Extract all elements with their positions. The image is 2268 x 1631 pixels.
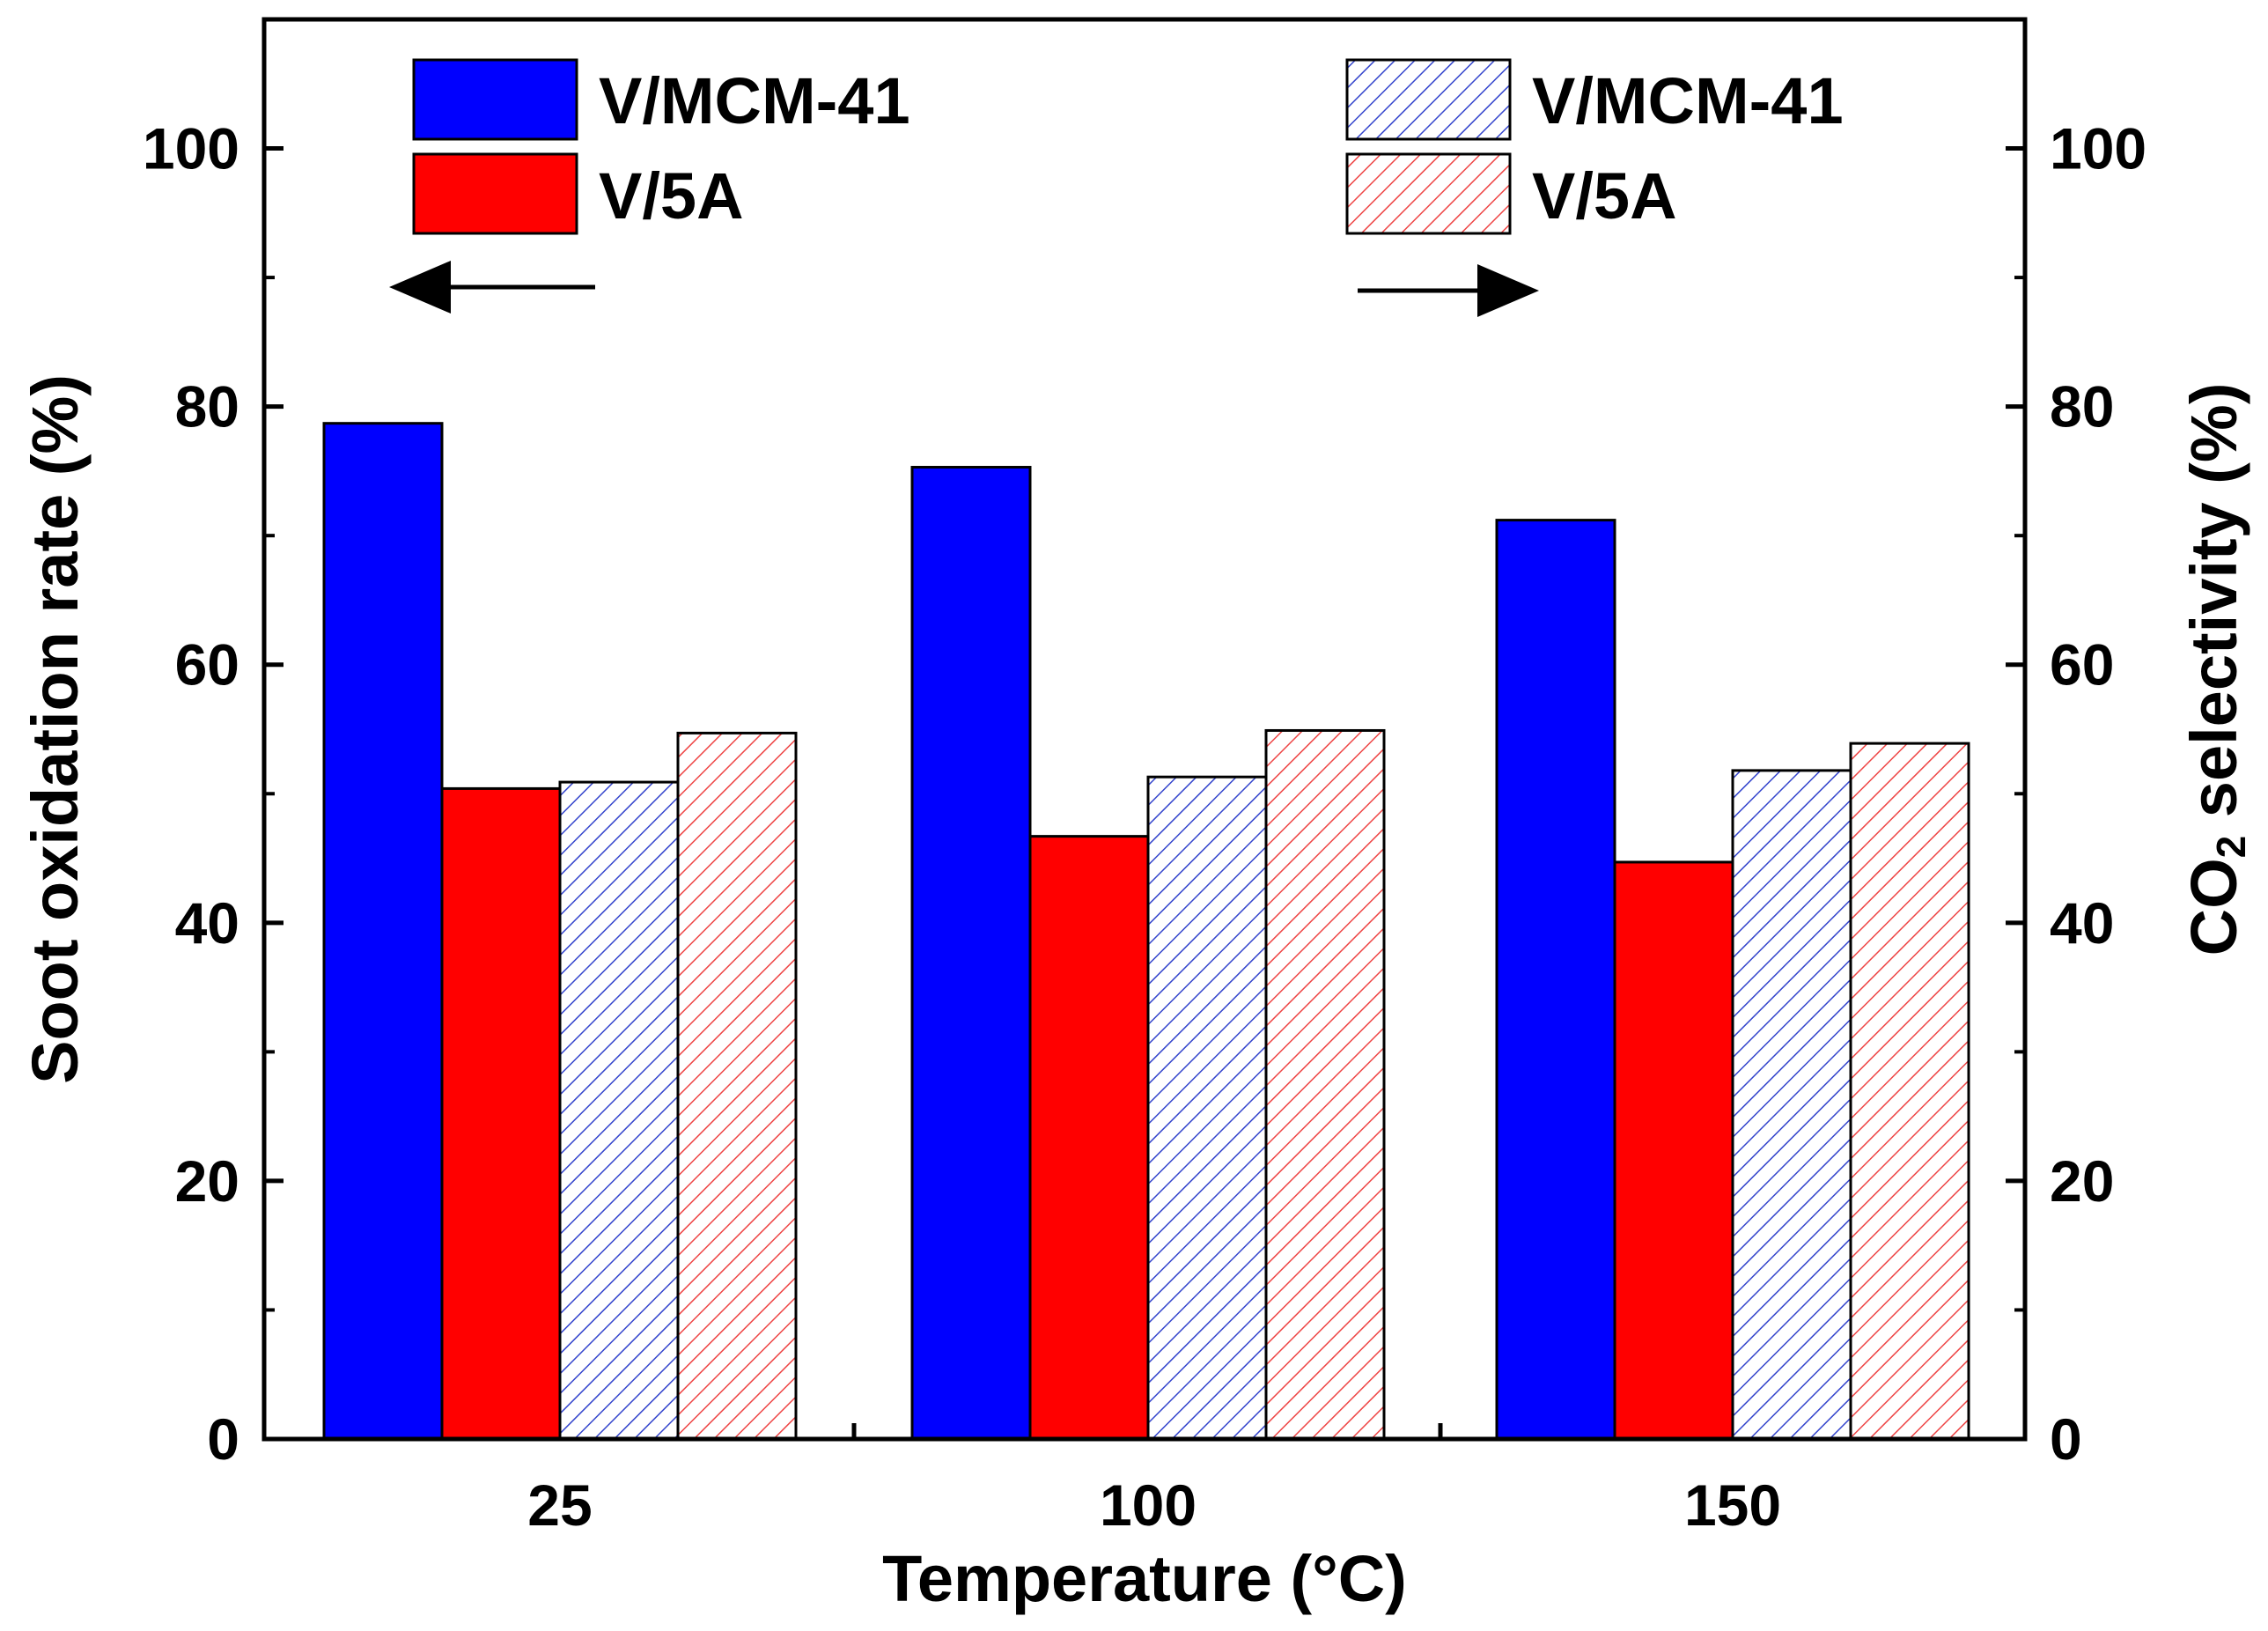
legend-swatch-hatched-red <box>1345 152 1512 235</box>
y-axis-right-title-co: CO <box>2177 858 2250 956</box>
bar-solid-series1-cat0 <box>440 786 562 1441</box>
legend-label-solid-blue: V/MCM-41 <box>599 64 910 137</box>
y-right-tick-label: 40 <box>2050 890 2114 956</box>
bar-hatched-series2-cat0 <box>558 780 680 1441</box>
x-tick-label-25: 25 <box>527 1472 592 1538</box>
y-left-tick-label: 60 <box>175 632 239 697</box>
legend-swatch-solid-blue <box>412 58 578 141</box>
ticks-group: 0 0 20 20 40 40 60 60 80 80 100 100 25 100 150 <box>143 18 2146 1538</box>
x-tick-label-150: 150 <box>1684 1472 1781 1538</box>
x-tick-label-100: 100 <box>1100 1472 1197 1538</box>
bar-hatched-series3-cat1 <box>1264 728 1386 1441</box>
y-right-tick-label: 60 <box>2050 632 2114 697</box>
y-right-tick-label: 100 <box>2050 116 2146 181</box>
y-axis-right-title-rest: selectivity (%) <box>2177 383 2250 836</box>
bar-solid-series0-cat1 <box>910 466 1032 1441</box>
legend: V/MCM-41 V/5A V/MCM-41 V/5A <box>412 58 1844 235</box>
bar-hatched-series3-cat2 <box>1849 742 1970 1441</box>
y-axis-left-title: Soot oxidation rate (%) <box>18 374 92 1084</box>
y-left-tick-label: 0 <box>207 1406 239 1472</box>
y-left-tick-label: 20 <box>175 1148 239 1214</box>
y-left-tick-label: 40 <box>175 890 239 956</box>
y-right-tick-label: 0 <box>2050 1406 2082 1472</box>
y-right-tick-label: 80 <box>2050 374 2114 439</box>
y-axis-right-title-sub: 2 <box>2208 836 2254 859</box>
legend-label-solid-red: V/5A <box>599 159 744 232</box>
y-left-tick-label: 80 <box>175 374 239 439</box>
plot-frame <box>261 17 2028 1442</box>
bar-hatched-series2-cat1 <box>1146 775 1268 1441</box>
legend-label-hatched-red: V/5A <box>1532 159 1677 232</box>
bars-group <box>322 422 1970 1441</box>
x-axis-title: Temperature (°C) <box>882 1542 1407 1615</box>
bar-solid-series1-cat2 <box>1613 860 1734 1441</box>
bar-solid-series1-cat1 <box>1028 835 1150 1441</box>
bar-solid-series0-cat0 <box>322 422 444 1441</box>
legend-label-hatched-blue: V/MCM-41 <box>1532 64 1844 137</box>
y-axis-right-title: CO2 selectivity (%) <box>2177 383 2254 956</box>
bar-hatched-series2-cat2 <box>1731 769 1852 1441</box>
legend-swatch-solid-red <box>412 152 578 235</box>
y-left-tick-label: 100 <box>143 116 239 181</box>
bar-solid-series0-cat2 <box>1495 519 1616 1441</box>
bar-hatched-series3-cat0 <box>676 731 798 1441</box>
y-right-tick-label: 20 <box>2050 1148 2114 1214</box>
legend-swatch-hatched-blue <box>1345 58 1512 141</box>
